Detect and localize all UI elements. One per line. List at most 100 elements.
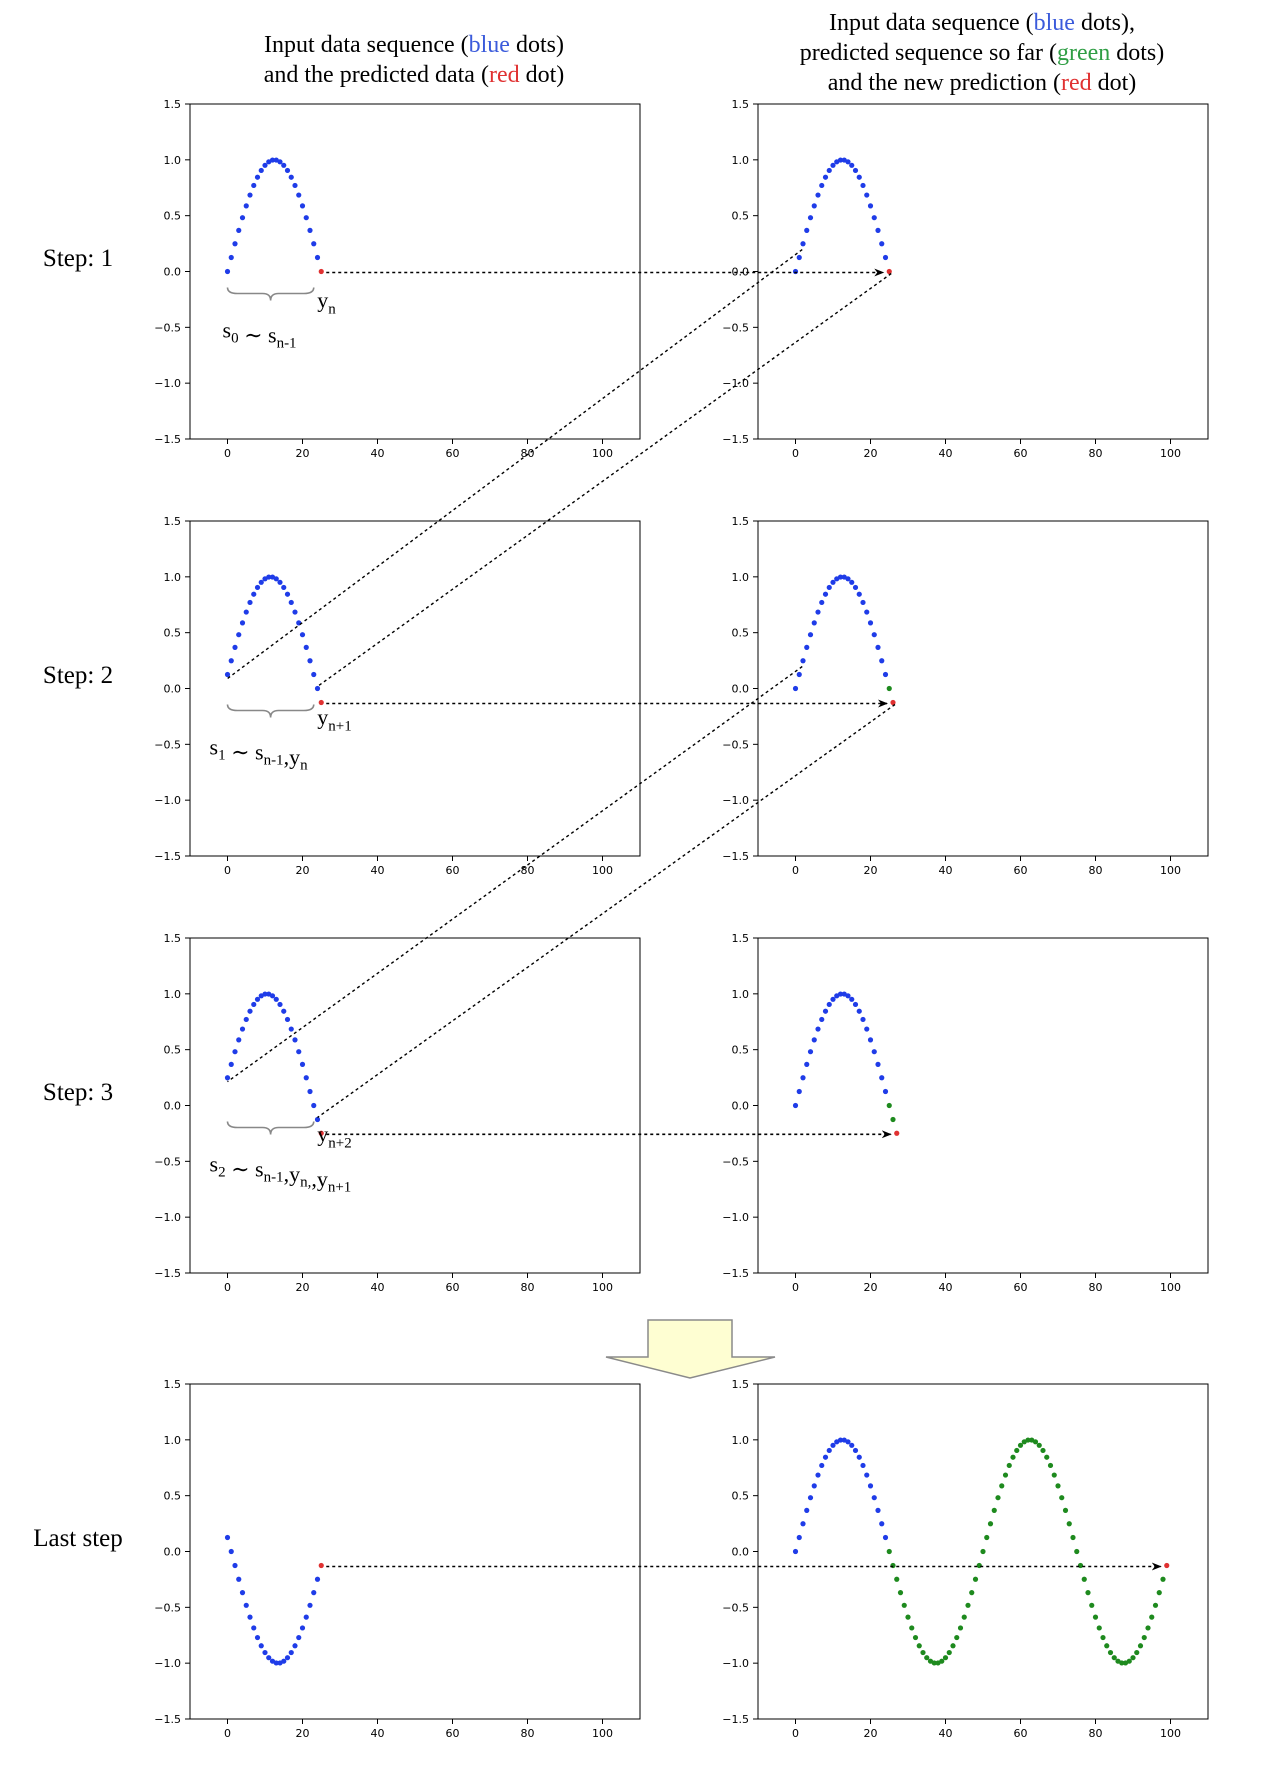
input-point [281,1658,287,1664]
x-tick-label: 40 [939,447,953,460]
input-point [849,1442,855,1448]
predicted-so-far-point [1126,1658,1132,1664]
input-point [796,671,802,678]
input-point [239,1026,246,1032]
input-point [262,991,268,997]
window-label-subscript: n-1 [277,336,297,352]
predicted-so-far-point [999,1483,1005,1489]
window-end-connector [317,272,892,688]
input-point [882,1534,889,1541]
input-point [299,1625,306,1631]
y-tick-label: −1.5 [722,850,749,863]
input-point [852,1001,859,1008]
x-tick-label: 20 [296,864,310,877]
y-tick-label: 1.0 [732,1434,750,1447]
predicted-so-far-point [924,1655,930,1661]
input-point [266,574,272,580]
y-tick-label: −0.5 [154,1601,181,1614]
x-tick-label: 60 [446,864,460,877]
title-segment: dots), [1075,10,1135,36]
x-tick-label: 0 [792,1727,799,1740]
input-point [284,1655,291,1661]
predicted-point [318,1562,324,1569]
window-label-subscript: n-1 [264,1170,284,1186]
x-tick-label: 0 [224,447,231,460]
input-point [314,1576,321,1582]
x-tick-label: 20 [864,1727,878,1740]
input-point [804,227,810,233]
input-point [311,1590,317,1596]
input-point [867,1483,874,1489]
left-chart-step-1: 0 20 40 60 80 1001.51.00.50.0−0.5−1.0−1.5yns0… [154,98,641,460]
x-tick-label: 60 [1014,447,1028,460]
x-tick-label: 0 [792,864,799,877]
input-point [867,1037,874,1043]
input-point [826,1001,832,1008]
window-label-subscript: n [300,758,308,774]
predicted-so-far-point [950,1643,956,1649]
input-point [807,632,814,638]
window-label-subscript: n, [300,1175,311,1191]
y-tick-label: 0.5 [732,627,750,640]
input-point [815,609,821,615]
input-point [239,215,246,221]
window-label-part: ∼ [239,323,268,348]
predicted-so-far-point [1044,1454,1050,1460]
input-point [807,1049,814,1055]
step-label: Step: 2 [43,662,113,689]
predicted-so-far-point [972,1576,979,1582]
title-segment: predicted sequence so far ( [800,40,1057,66]
input-point [292,609,298,615]
predicted-so-far-point [939,1658,945,1664]
title-segment: Input data sequence ( [264,32,469,58]
input-point [815,1026,821,1032]
window-label-part: ,y [284,1162,301,1187]
predicted-point [318,1130,324,1136]
input-point [254,996,261,1002]
input-point [864,1026,870,1032]
predicted-so-far-point [901,1602,907,1608]
predicted-so-far-point [991,1507,997,1513]
plot-frame [189,520,641,857]
input-point [879,241,885,247]
input-point [232,644,238,650]
y-tick-label: −0.5 [722,321,749,334]
input-point [852,1447,859,1454]
predicted-so-far-point [890,1116,896,1123]
input-point [277,579,283,585]
y-tick-label: 0.0 [732,1546,750,1559]
y-tick-label: −0.5 [722,1155,749,1168]
prediction-label: yn+1 [317,705,351,735]
predicted-so-far-point [946,1649,952,1656]
input-point [792,1548,799,1555]
predicted-so-far-point [1152,1602,1159,1608]
y-tick-label: −1.0 [722,377,749,390]
input-point [311,241,317,247]
predicted-so-far-point [1040,1447,1046,1454]
x-tick-label: 20 [296,1281,310,1294]
input-point [303,1614,309,1620]
predicted-so-far-point [1055,1483,1061,1489]
y-tick-label: −1.5 [722,1267,749,1280]
y-tick-label: 0.5 [164,627,182,640]
input-point [288,1649,294,1656]
input-point [845,993,851,999]
input-point [826,1447,832,1454]
window-label-part: s [268,323,277,348]
input-point [251,1001,257,1008]
input-point [224,1075,231,1081]
y-tick-label: −1.0 [722,1657,749,1670]
predicted-so-far-point [920,1649,926,1656]
input-point [804,1061,810,1067]
predicted-so-far-point [961,1614,967,1620]
input-point [236,1576,242,1582]
title-segment: dots) [1110,40,1164,66]
predicted-so-far-point [1014,1447,1020,1454]
predicted-so-far-point [894,1576,900,1582]
window-brace [226,1121,315,1135]
window-label-part: s [210,735,219,760]
prediction-symbol: y [317,288,328,313]
step-label: Step: 1 [43,245,113,272]
x-tick-label: 40 [939,1281,953,1294]
input-point [871,632,877,638]
